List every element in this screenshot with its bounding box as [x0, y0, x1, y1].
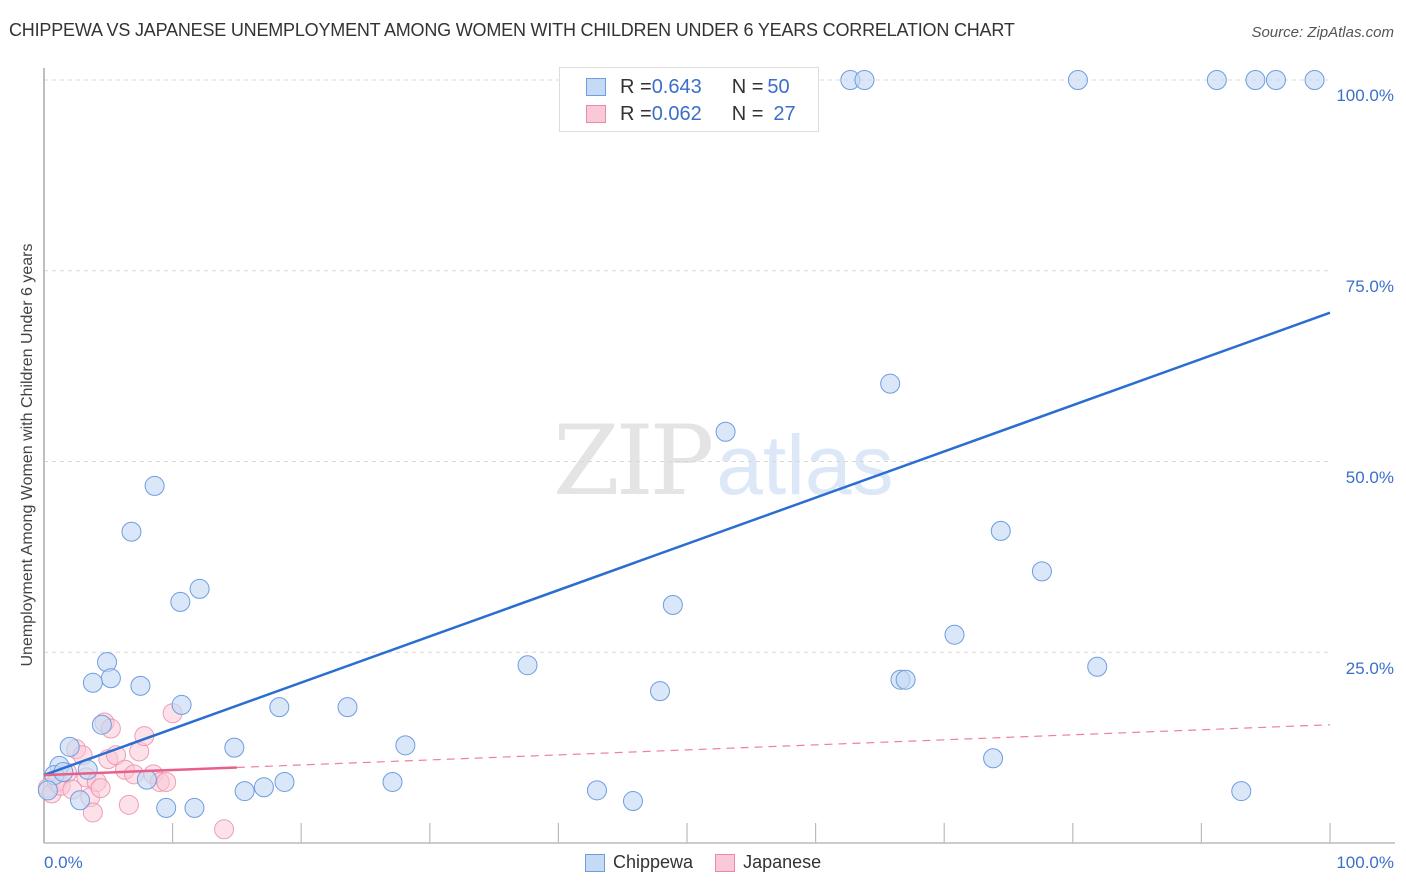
japanese-trendline-extension [236, 724, 1331, 769]
chippewa-point [59, 736, 80, 757]
chippewa-point [269, 697, 290, 718]
r-value: 0.643 [651, 75, 702, 98]
chippewa-point [253, 777, 274, 798]
chippewa-swatch [585, 853, 605, 872]
chippewa-point [895, 669, 916, 690]
chippewa-point [130, 675, 151, 696]
chippewa-point [983, 748, 1004, 769]
japanese-swatch [586, 105, 606, 123]
legend-row-japanese: R = 0.062 N = 27 [586, 102, 796, 126]
chippewa-point [1265, 70, 1286, 90]
n-value: 50 [767, 75, 790, 98]
japanese-swatch [715, 853, 736, 872]
chippewa-point [70, 790, 91, 811]
chippewa-point [189, 578, 210, 599]
chippewa-point [649, 681, 670, 702]
japanese-point [118, 794, 139, 815]
chippewa-point [100, 668, 121, 689]
chippewa-point [382, 771, 403, 792]
series-legend: Chippewa Japanese [585, 852, 843, 873]
n-label: N = [731, 75, 764, 98]
chippewa-point [224, 737, 245, 758]
japanese-point [90, 778, 111, 799]
chippewa-point [586, 780, 607, 801]
chippewa-point [622, 791, 643, 812]
chippewa-point [234, 781, 255, 802]
chippewa-point [944, 624, 965, 645]
chippewa-point [1231, 781, 1252, 802]
chippewa-point [662, 594, 683, 615]
chippewa-point [517, 655, 538, 676]
chippewa-point [171, 694, 192, 715]
legend-item-japanese[interactable]: Japanese [715, 852, 821, 873]
chippewa-point [274, 771, 295, 792]
r-value: 0.062 [651, 102, 702, 125]
chippewa-point [1304, 70, 1325, 90]
chippewa-point [121, 521, 142, 542]
legend-label-japanese: Japanese [743, 852, 822, 872]
chippewa-point [715, 421, 736, 442]
y-tick-75: 75.0% [1345, 277, 1394, 296]
stats-legend: R = 0.643 N = 50 R = 0.062 N = 27 [559, 67, 819, 132]
chippewa-point [91, 714, 112, 735]
chippewa-point [1206, 70, 1227, 90]
japanese-point [156, 771, 177, 792]
chippewa-point [37, 780, 58, 801]
chippewa-point [1031, 561, 1052, 582]
chippewa-point [880, 373, 901, 394]
chippewa-point [1087, 656, 1108, 677]
y-tick-25: 25.0% [1345, 659, 1394, 678]
chippewa-point [854, 70, 875, 90]
axes [43, 68, 1395, 844]
n-value: 27 [773, 102, 796, 125]
y-tick-50: 50.0% [1345, 468, 1394, 487]
legend-item-chippewa[interactable]: Chippewa [585, 852, 693, 873]
legend-label-chippewa: Chippewa [613, 852, 694, 872]
chippewa-trendline [43, 311, 1331, 777]
japanese-point [214, 819, 235, 840]
source-label: Source: ZipAtlas.com [1251, 24, 1394, 41]
chippewa-point [184, 797, 205, 818]
chippewa-point [170, 591, 191, 612]
chippewa-point [144, 475, 165, 496]
trendlines [43, 311, 1331, 777]
japanese-point [82, 802, 103, 823]
chippewa-point [395, 735, 416, 756]
x-tick-min: 0.0% [44, 853, 83, 872]
r-label: R = [620, 75, 652, 98]
chippewa-point [990, 520, 1011, 541]
y-tick-100: 100.0% [1336, 86, 1394, 105]
chippewa-point [82, 672, 103, 693]
chippewa-point [136, 769, 157, 790]
chart-title: CHIPPEWA VS JAPANESE UNEMPLOYMENT AMONG … [9, 20, 1015, 40]
chippewa-point [77, 759, 98, 780]
x-tick-max: 100.0% [1336, 853, 1394, 872]
n-label: N = [731, 102, 764, 125]
chippewa-swatch [586, 78, 606, 96]
chippewa-point [1067, 70, 1088, 90]
r-label: R = [620, 102, 652, 125]
japanese-trendline [43, 766, 237, 777]
chippewa-point [156, 797, 177, 818]
chippewa-points [37, 70, 1325, 818]
chippewa-point [1245, 70, 1266, 90]
chippewa-point [337, 697, 358, 718]
gridlines [44, 79, 1330, 653]
y-axis-label: Unemployment Among Women with Children U… [19, 243, 36, 667]
legend-row-chippewa: R = 0.643 N = 50 [586, 75, 790, 99]
